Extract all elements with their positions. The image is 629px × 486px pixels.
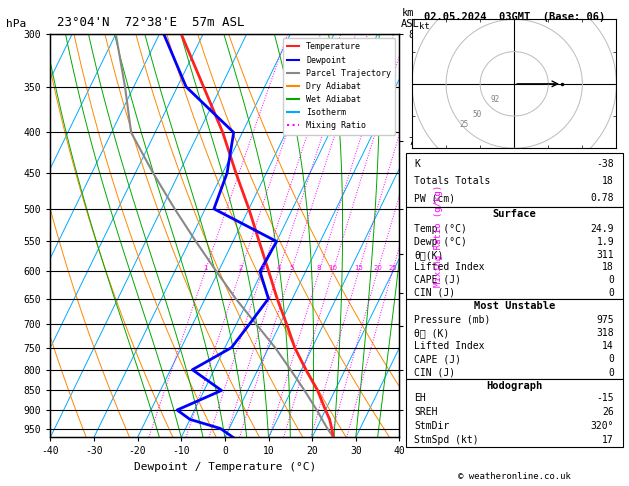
Text: 10: 10 bbox=[328, 265, 337, 271]
FancyBboxPatch shape bbox=[406, 153, 623, 207]
Text: 5: 5 bbox=[289, 265, 293, 271]
Text: 17: 17 bbox=[603, 435, 614, 445]
Text: 15: 15 bbox=[354, 265, 363, 271]
Text: 24.9: 24.9 bbox=[591, 225, 614, 234]
Text: StmSpd (kt): StmSpd (kt) bbox=[415, 435, 479, 445]
Text: Mixing Ratio (g/kg): Mixing Ratio (g/kg) bbox=[434, 185, 443, 287]
Text: Hodograph: Hodograph bbox=[486, 381, 542, 391]
Text: StmDir: StmDir bbox=[415, 421, 450, 431]
Text: CAPE (J): CAPE (J) bbox=[415, 275, 462, 285]
Text: CIN (J): CIN (J) bbox=[415, 288, 455, 297]
Text: 18: 18 bbox=[603, 176, 614, 186]
Text: 320°: 320° bbox=[591, 421, 614, 431]
Text: Lifted Index: Lifted Index bbox=[415, 341, 485, 351]
Text: © weatheronline.co.uk: © weatheronline.co.uk bbox=[458, 472, 571, 481]
Text: Surface: Surface bbox=[493, 209, 536, 219]
Text: 4: 4 bbox=[276, 265, 281, 271]
Text: km
ASL: km ASL bbox=[401, 8, 420, 29]
Text: Temp (°C): Temp (°C) bbox=[415, 225, 467, 234]
FancyBboxPatch shape bbox=[406, 299, 623, 379]
Text: 318: 318 bbox=[596, 328, 614, 338]
Text: 18: 18 bbox=[603, 262, 614, 272]
Text: 0.78: 0.78 bbox=[591, 193, 614, 203]
Text: Lifted Index: Lifted Index bbox=[415, 262, 485, 272]
Text: 02.05.2024  03GMT  (Base: 06): 02.05.2024 03GMT (Base: 06) bbox=[423, 12, 605, 22]
Text: CAPE (J): CAPE (J) bbox=[415, 354, 462, 364]
Legend: Temperature, Dewpoint, Parcel Trajectory, Dry Adiabat, Wet Adiabat, Isotherm, Mi: Temperature, Dewpoint, Parcel Trajectory… bbox=[283, 38, 395, 135]
Text: K: K bbox=[415, 159, 420, 169]
Text: CIN (J): CIN (J) bbox=[415, 367, 455, 378]
Text: hPa: hPa bbox=[6, 19, 26, 29]
Text: 26: 26 bbox=[603, 407, 614, 417]
Text: θᴄ (K): θᴄ (K) bbox=[415, 328, 450, 338]
Text: 1: 1 bbox=[203, 265, 208, 271]
Text: Most Unstable: Most Unstable bbox=[474, 301, 555, 312]
Text: 20: 20 bbox=[373, 265, 382, 271]
Text: PW (cm): PW (cm) bbox=[415, 193, 455, 203]
X-axis label: Dewpoint / Temperature (°C): Dewpoint / Temperature (°C) bbox=[134, 462, 316, 472]
Text: 23°04'N  72°38'E  57m ASL: 23°04'N 72°38'E 57m ASL bbox=[57, 16, 244, 29]
FancyBboxPatch shape bbox=[406, 379, 623, 447]
Text: Pressure (mb): Pressure (mb) bbox=[415, 315, 491, 325]
Text: 0: 0 bbox=[608, 275, 614, 285]
Text: EH: EH bbox=[415, 393, 426, 403]
Text: 0: 0 bbox=[608, 354, 614, 364]
Text: -15: -15 bbox=[596, 393, 614, 403]
Text: 14: 14 bbox=[603, 341, 614, 351]
Text: 0: 0 bbox=[608, 288, 614, 297]
Text: 975: 975 bbox=[596, 315, 614, 325]
Text: 311: 311 bbox=[596, 250, 614, 260]
Text: 1.9: 1.9 bbox=[596, 237, 614, 247]
Text: kt: kt bbox=[419, 22, 430, 31]
Text: 92: 92 bbox=[491, 95, 500, 104]
Text: Totals Totals: Totals Totals bbox=[415, 176, 491, 186]
Text: 8: 8 bbox=[317, 265, 321, 271]
Text: SREH: SREH bbox=[415, 407, 438, 417]
Text: -38: -38 bbox=[596, 159, 614, 169]
Text: 25: 25 bbox=[459, 121, 469, 129]
Text: 0: 0 bbox=[608, 367, 614, 378]
Text: 25: 25 bbox=[388, 265, 397, 271]
Text: 3: 3 bbox=[260, 265, 265, 271]
Text: θᴄ(K): θᴄ(K) bbox=[415, 250, 444, 260]
Text: 2: 2 bbox=[238, 265, 243, 271]
FancyBboxPatch shape bbox=[406, 207, 623, 299]
Text: Dewp (°C): Dewp (°C) bbox=[415, 237, 467, 247]
Text: 50: 50 bbox=[472, 110, 482, 119]
